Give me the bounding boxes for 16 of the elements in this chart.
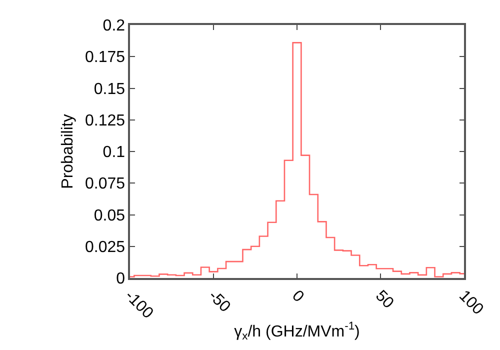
- x-tick-label: 0: [288, 287, 307, 306]
- x-tick-label: -100: [122, 287, 156, 322]
- y-tick-label: 0.175: [85, 49, 126, 66]
- y-tick-label: 0.15: [94, 80, 126, 98]
- x-tick-label: 50: [372, 287, 397, 312]
- y-tick-label: 0.05: [94, 207, 126, 224]
- y-tick-label: 0: [116, 270, 126, 288]
- y-tick-label: 0.125: [85, 112, 126, 130]
- y-tick-label: 0.1: [102, 144, 126, 162]
- x-tick-label: 100: [456, 287, 486, 318]
- y-tick-label: 0.025: [85, 238, 126, 256]
- x-axis-title: γ$_{x}$/h (GHz/MVm$^{-1}$): [234, 320, 360, 343]
- y-tick-label: 0.2: [102, 18, 126, 35]
- x-tick-label: -50: [205, 287, 234, 316]
- y-tick-label: 0.075: [85, 176, 126, 193]
- y-axis-title: Probability: [59, 114, 76, 189]
